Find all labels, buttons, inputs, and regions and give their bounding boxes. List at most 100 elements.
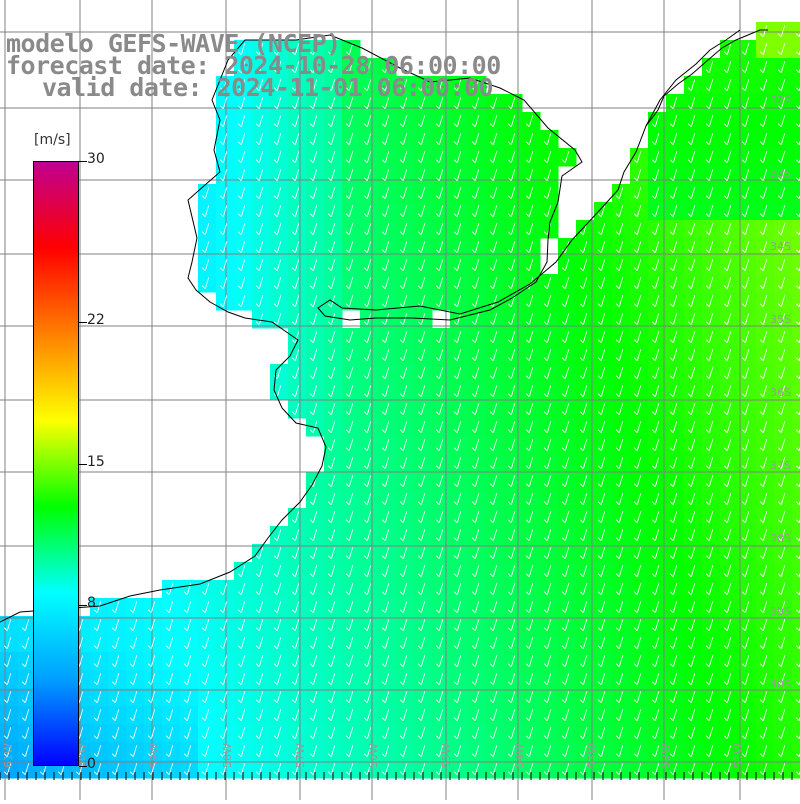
wind-arrow bbox=[381, 475, 390, 487]
wind-arrow bbox=[363, 151, 372, 163]
wind-arrow bbox=[525, 583, 534, 595]
wind-arrow bbox=[579, 295, 588, 307]
wind-arrow bbox=[777, 259, 786, 271]
wind-arrow bbox=[291, 277, 300, 289]
wind-arrow bbox=[651, 511, 660, 523]
wind-arrow bbox=[687, 673, 696, 685]
wind-arrow bbox=[471, 187, 480, 199]
wind-arrow bbox=[777, 61, 786, 73]
wind-arrow bbox=[327, 79, 336, 91]
wind-arrow bbox=[723, 295, 732, 307]
wind-arrow bbox=[741, 421, 750, 433]
wind-arrow bbox=[687, 421, 696, 433]
wind-arrow bbox=[3, 673, 12, 685]
wind-arrow bbox=[777, 727, 786, 739]
wind-arrow bbox=[345, 619, 354, 631]
latitude-label: 39S bbox=[770, 605, 791, 618]
wind-arrow bbox=[633, 619, 642, 631]
wind-arrow bbox=[489, 205, 498, 217]
wind-arrow bbox=[723, 205, 732, 217]
wind-arrow bbox=[705, 277, 714, 289]
colorbar-tick-label: 15 bbox=[87, 453, 105, 470]
wind-arrow bbox=[705, 79, 714, 91]
wind-arrow bbox=[543, 277, 552, 289]
wind-arrow bbox=[129, 727, 138, 739]
wind-arrow bbox=[237, 259, 246, 271]
wind-arrow bbox=[273, 187, 282, 199]
wind-arrow bbox=[669, 115, 678, 127]
wind-arrow bbox=[273, 583, 282, 595]
wind-arrow bbox=[705, 529, 714, 541]
wind-arrow bbox=[723, 97, 732, 109]
wind-arrow bbox=[201, 763, 210, 775]
wind-arrow bbox=[651, 691, 660, 703]
wind-arrow bbox=[525, 691, 534, 703]
wind-arrow bbox=[579, 745, 588, 757]
wind-arrow bbox=[21, 673, 30, 685]
wind-arrow bbox=[381, 97, 390, 109]
wind-arrow bbox=[255, 313, 264, 325]
wind-arrow bbox=[453, 187, 462, 199]
wind-arrow bbox=[291, 187, 300, 199]
wind-arrow bbox=[237, 601, 246, 613]
wind-arrow bbox=[453, 241, 462, 253]
wind-arrow bbox=[687, 313, 696, 325]
wind-arrow bbox=[651, 439, 660, 451]
wind-arrow bbox=[129, 763, 138, 775]
wind-arrow bbox=[435, 583, 444, 595]
wind-arrow bbox=[363, 475, 372, 487]
wind-arrow bbox=[651, 169, 660, 181]
wind-arrow bbox=[687, 79, 696, 91]
wind-arrow bbox=[741, 673, 750, 685]
wind-arrow bbox=[777, 457, 786, 469]
wind-arrow bbox=[561, 295, 570, 307]
wind-arrow bbox=[165, 745, 174, 757]
wind-arrow bbox=[237, 673, 246, 685]
wind-arrow bbox=[345, 565, 354, 577]
wind-arrow bbox=[687, 151, 696, 163]
wind-arrow bbox=[597, 241, 606, 253]
wind-arrow bbox=[669, 331, 678, 343]
wind-arrow bbox=[327, 493, 336, 505]
wind-arrow bbox=[417, 151, 426, 163]
wind-cell bbox=[792, 706, 800, 725]
wind-arrow bbox=[291, 205, 300, 217]
wind-arrow bbox=[669, 151, 678, 163]
wind-arrow bbox=[399, 727, 408, 739]
wind-arrow bbox=[525, 169, 534, 181]
wind-arrow bbox=[327, 259, 336, 271]
wind-arrow bbox=[597, 385, 606, 397]
wind-arrow bbox=[219, 691, 228, 703]
wind-cell bbox=[792, 148, 800, 167]
wind-arrow bbox=[291, 637, 300, 649]
wind-arrow bbox=[417, 511, 426, 523]
wind-arrow bbox=[291, 403, 300, 415]
wind-arrow bbox=[435, 277, 444, 289]
wind-arrow bbox=[147, 691, 156, 703]
wind-arrow bbox=[597, 313, 606, 325]
wind-arrow bbox=[435, 223, 444, 235]
wind-arrow bbox=[777, 709, 786, 721]
wind-arrow bbox=[597, 763, 606, 775]
wind-arrow bbox=[579, 259, 588, 271]
wind-arrow bbox=[363, 205, 372, 217]
wind-arrow bbox=[705, 349, 714, 361]
wind-arrow bbox=[417, 187, 426, 199]
wind-arrow bbox=[435, 259, 444, 271]
wind-arrow bbox=[255, 709, 264, 721]
wind-arrow bbox=[759, 673, 768, 685]
wind-arrow bbox=[273, 133, 282, 145]
wind-arrow bbox=[291, 763, 300, 775]
wind-arrow bbox=[615, 385, 624, 397]
wind-arrow bbox=[759, 511, 768, 523]
wind-arrow bbox=[759, 565, 768, 577]
wind-arrow bbox=[183, 637, 192, 649]
wind-arrow bbox=[561, 619, 570, 631]
wind-arrow bbox=[399, 763, 408, 775]
wind-arrow bbox=[237, 619, 246, 631]
wind-arrow bbox=[219, 241, 228, 253]
wind-arrow bbox=[705, 331, 714, 343]
wind-arrow bbox=[705, 295, 714, 307]
wind-arrow bbox=[525, 493, 534, 505]
wind-arrow bbox=[435, 547, 444, 559]
